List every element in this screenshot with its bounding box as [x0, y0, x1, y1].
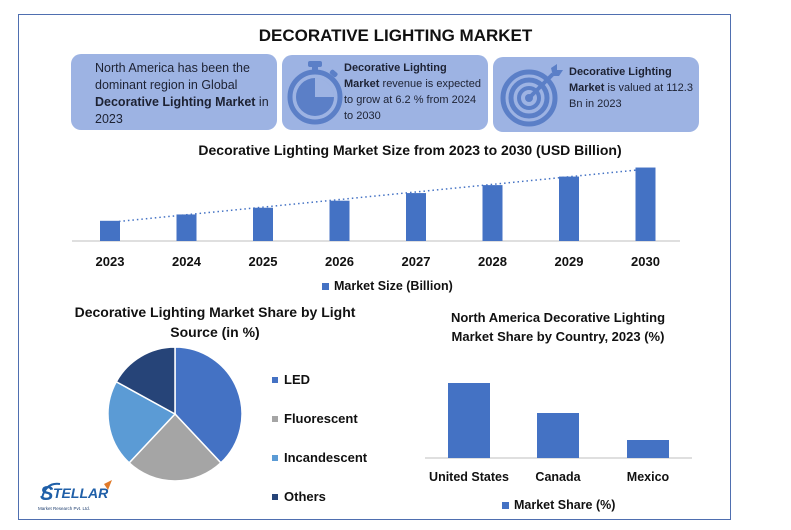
target-icon: [500, 64, 563, 127]
legend-item: Fluorescent: [272, 399, 367, 438]
market-size-chart-title: Decorative Lighting Market Size from 202…: [198, 142, 622, 158]
light-source-chart-title: Decorative Lighting Market Share by Ligh…: [74, 304, 356, 340]
legend-swatch: [272, 376, 278, 383]
legend-swatch: [272, 493, 278, 500]
legend-swatch: [322, 282, 329, 290]
info-card-region: North America has been the dominant regi…: [71, 54, 277, 130]
legend-label: Others: [284, 489, 326, 504]
logo-wordmark: TELLAR: [53, 485, 109, 501]
info-card-text: Decorative Lighting Market is valued at …: [569, 66, 693, 110]
legend-item: Incandescent: [272, 438, 367, 477]
legend-label: Market Size (Billion): [334, 279, 453, 293]
logo-subtitle: Market Research Pvt. Ltd.: [38, 506, 90, 511]
stopwatch-icon: [287, 61, 343, 125]
legend-item: Others: [272, 477, 367, 516]
light-source-legend: LED Fluorescent Incandescent Others: [272, 360, 367, 516]
info-card-text: North America has been the dominant regi…: [95, 61, 269, 126]
country-share-chart-title: North America Decorative Lighting Market…: [450, 310, 666, 344]
info-card-text: Decorative Lighting Market revenue is ex…: [344, 62, 481, 122]
stellar-logo: S TELLAR Market Research Pvt. Ltd.: [38, 480, 112, 511]
info-card-value: Decorative Lighting Market is valued at …: [493, 57, 699, 132]
legend-label: Market Share (%): [514, 498, 616, 512]
legend-swatch: [272, 415, 278, 422]
info-card-growth: Decorative Lighting Market revenue is ex…: [282, 55, 488, 130]
legend-label: Incandescent: [284, 450, 368, 465]
page-title: DECORATIVE LIGHTING MARKET: [258, 26, 533, 45]
legend-swatch: [272, 454, 278, 461]
logo-initial: S: [40, 483, 54, 505]
legend-label: LED: [284, 372, 310, 387]
legend-item: LED: [272, 360, 367, 399]
country-share-legend: Market Share (%): [502, 498, 615, 512]
market-size-legend: Market Size (Billion): [322, 279, 453, 293]
legend-swatch: [502, 501, 509, 509]
legend-label: Fluorescent: [284, 411, 358, 426]
